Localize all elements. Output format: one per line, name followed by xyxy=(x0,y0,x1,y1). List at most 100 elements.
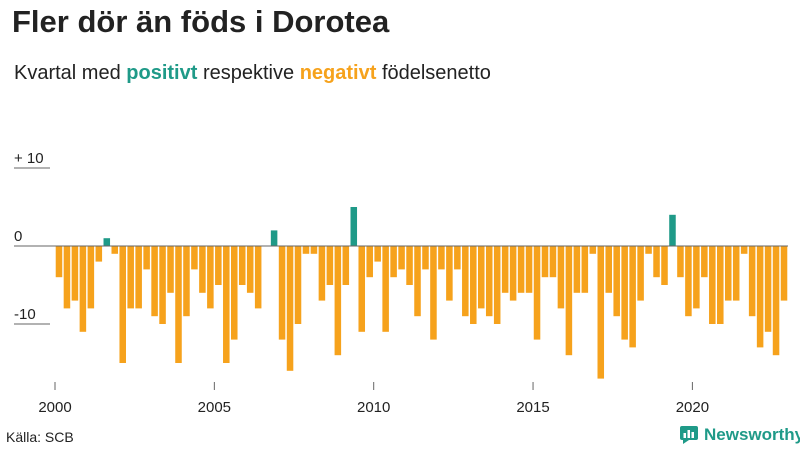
subtitle-prefix: Kvartal med xyxy=(14,62,121,84)
bar: 2000 Q2: -8 xyxy=(63,246,71,309)
subtitle-suffix: födelsenetto xyxy=(381,62,491,84)
chart-title: Fler dör än föds i Dorotea xyxy=(12,4,390,39)
bar: 2016 Q1: -14 xyxy=(565,246,573,356)
bar: 2012 Q3: -3 xyxy=(454,246,461,270)
bar: 2017 Q3: -9 xyxy=(613,246,620,317)
x-tick-label: 2000 xyxy=(38,399,71,416)
bar: 2021 Q3: -1 xyxy=(740,246,748,254)
y-axis: + 10 0 -10 xyxy=(14,150,50,325)
bar: 2003 Q2: -10 xyxy=(159,246,166,324)
subtitle-middle: respektive xyxy=(202,62,295,84)
bar: 2017 Q1: -17 xyxy=(597,246,605,379)
bar: 2022 Q1: -13 xyxy=(756,246,764,348)
bar: 2011 Q4: -12 xyxy=(430,246,437,340)
bar: 2010 Q4: -3 xyxy=(398,246,405,270)
bar: 2013 Q1: -10 xyxy=(470,246,477,324)
bar: 2001 Q2: -2 xyxy=(95,246,103,262)
bar: 2006 Q2: -8 xyxy=(254,246,262,309)
bar: 2015 Q4: -8 xyxy=(557,246,565,309)
bar: 2017 Q2: -6 xyxy=(605,246,612,293)
bar: 2001 Q3: 1 xyxy=(103,238,111,246)
y-tick-label: 0 xyxy=(14,228,22,245)
bar: 2019 Q1: -5 xyxy=(661,246,668,285)
bar: 2009 Q3: -11 xyxy=(358,246,366,332)
newsworthy-logo-icon xyxy=(680,426,698,444)
bar: 2013 Q2: -8 xyxy=(477,246,485,309)
bar: 2019 Q4: -9 xyxy=(685,246,692,317)
bar: 2001 Q4: -1 xyxy=(111,246,119,254)
bar: 2020 Q4: -10 xyxy=(717,246,724,324)
bar: 2000 Q1: -4 xyxy=(55,246,63,278)
bar: 2013 Q4: -10 xyxy=(493,246,501,324)
bar: 2015 Q1: -12 xyxy=(533,246,541,340)
bar: 2013 Q3: -9 xyxy=(485,246,493,317)
bar: 2016 Q2: -6 xyxy=(573,246,581,293)
bar: 2010 Q1: -2 xyxy=(374,246,381,262)
bar: 2015 Q2: -4 xyxy=(541,246,549,278)
bar: 2010 Q3: -4 xyxy=(390,246,397,278)
bar: 2008 Q1: -1 xyxy=(310,246,318,254)
bar: 2007 Q2: -16 xyxy=(286,246,294,371)
brand-name: Newsworthy xyxy=(704,425,800,444)
bar: 2019 Q3: -4 xyxy=(677,246,684,278)
bar: 2000 Q4: -11 xyxy=(79,246,87,332)
bar: 2006 Q1: -6 xyxy=(246,246,254,293)
bar: 2005 Q4: -5 xyxy=(238,246,246,285)
bar: 2005 Q1: -5 xyxy=(215,246,222,285)
bar: 2018 Q3: -1 xyxy=(645,246,652,254)
x-tick-label: 2005 xyxy=(198,399,231,416)
bar: 2003 Q3: -6 xyxy=(167,246,174,293)
bar: 2004 Q4: -8 xyxy=(207,246,214,309)
bar: 2020 Q1: -8 xyxy=(693,246,700,309)
bar: 2018 Q4: -4 xyxy=(653,246,660,278)
bar: 2014 Q3: -6 xyxy=(517,246,525,293)
bar: 2020 Q2: -4 xyxy=(701,246,708,278)
bar: 2021 Q1: -7 xyxy=(724,246,732,301)
bar: 2002 Q4: -3 xyxy=(143,246,150,270)
bar: 2003 Q4: -15 xyxy=(175,246,182,363)
bar: 2016 Q4: -1 xyxy=(589,246,597,254)
brand-logo: Newsworthy xyxy=(680,425,800,445)
x-tick-label: 2020 xyxy=(676,399,709,416)
bar: 2010 Q2: -11 xyxy=(382,246,389,332)
bar: 2012 Q1: -3 xyxy=(438,246,445,270)
bar: 2008 Q4: -14 xyxy=(334,246,342,356)
chart-subtitle: Kvartal med positivt respektive negativt… xyxy=(14,62,491,85)
bar: 2003 Q1: -9 xyxy=(151,246,158,317)
bar: 2011 Q2: -9 xyxy=(414,246,421,317)
bar: 2021 Q4: -9 xyxy=(748,246,756,317)
bars-group: 2000 Q1: -42000 Q2: -82000 Q3: -72000 Q4… xyxy=(50,207,788,379)
bar: 2001 Q1: -8 xyxy=(87,246,95,309)
x-tick-label: 2015 xyxy=(516,399,549,416)
bar: 2014 Q2: -7 xyxy=(509,246,517,301)
y-tick-label: -10 xyxy=(14,306,36,323)
bar: 2005 Q3: -12 xyxy=(231,246,238,340)
bar: 2004 Q3: -6 xyxy=(199,246,206,293)
bar: 2018 Q2: -7 xyxy=(637,246,644,301)
bar: 2007 Q4: -1 xyxy=(302,246,310,254)
x-tick-label: 2010 xyxy=(357,399,390,416)
bar: 2007 Q1: -12 xyxy=(278,246,286,340)
bar: 2015 Q3: -4 xyxy=(549,246,557,278)
y-tick-label: + 10 xyxy=(14,150,44,167)
bar: 2009 Q4: -4 xyxy=(366,246,373,278)
bar: 2002 Q3: -8 xyxy=(135,246,142,309)
x-axis: 2000 2005 2010 2015 2020 xyxy=(38,382,709,416)
bar: 2017 Q4: -12 xyxy=(621,246,628,340)
bar: 2002 Q2: -8 xyxy=(127,246,134,309)
bar: 2008 Q2: -7 xyxy=(318,246,326,301)
bar: 2020 Q3: -10 xyxy=(709,246,716,324)
bar: 2016 Q3: -6 xyxy=(581,246,589,293)
bar: 2022 Q4: -7 xyxy=(780,246,788,301)
bar: 2004 Q2: -3 xyxy=(191,246,198,270)
bar: 2012 Q4: -9 xyxy=(462,246,469,317)
subtitle-positive-word: positivt xyxy=(126,62,198,84)
bar: 2009 Q1: -5 xyxy=(342,246,350,285)
bar: 2000 Q3: -7 xyxy=(71,246,79,301)
bar: 2014 Q4: -6 xyxy=(525,246,533,293)
bar: 2021 Q2: -7 xyxy=(732,246,740,301)
bar: 2011 Q3: -3 xyxy=(422,246,429,270)
bar: 2022 Q3: -14 xyxy=(772,246,780,356)
bar: 2005 Q2: -15 xyxy=(223,246,230,363)
